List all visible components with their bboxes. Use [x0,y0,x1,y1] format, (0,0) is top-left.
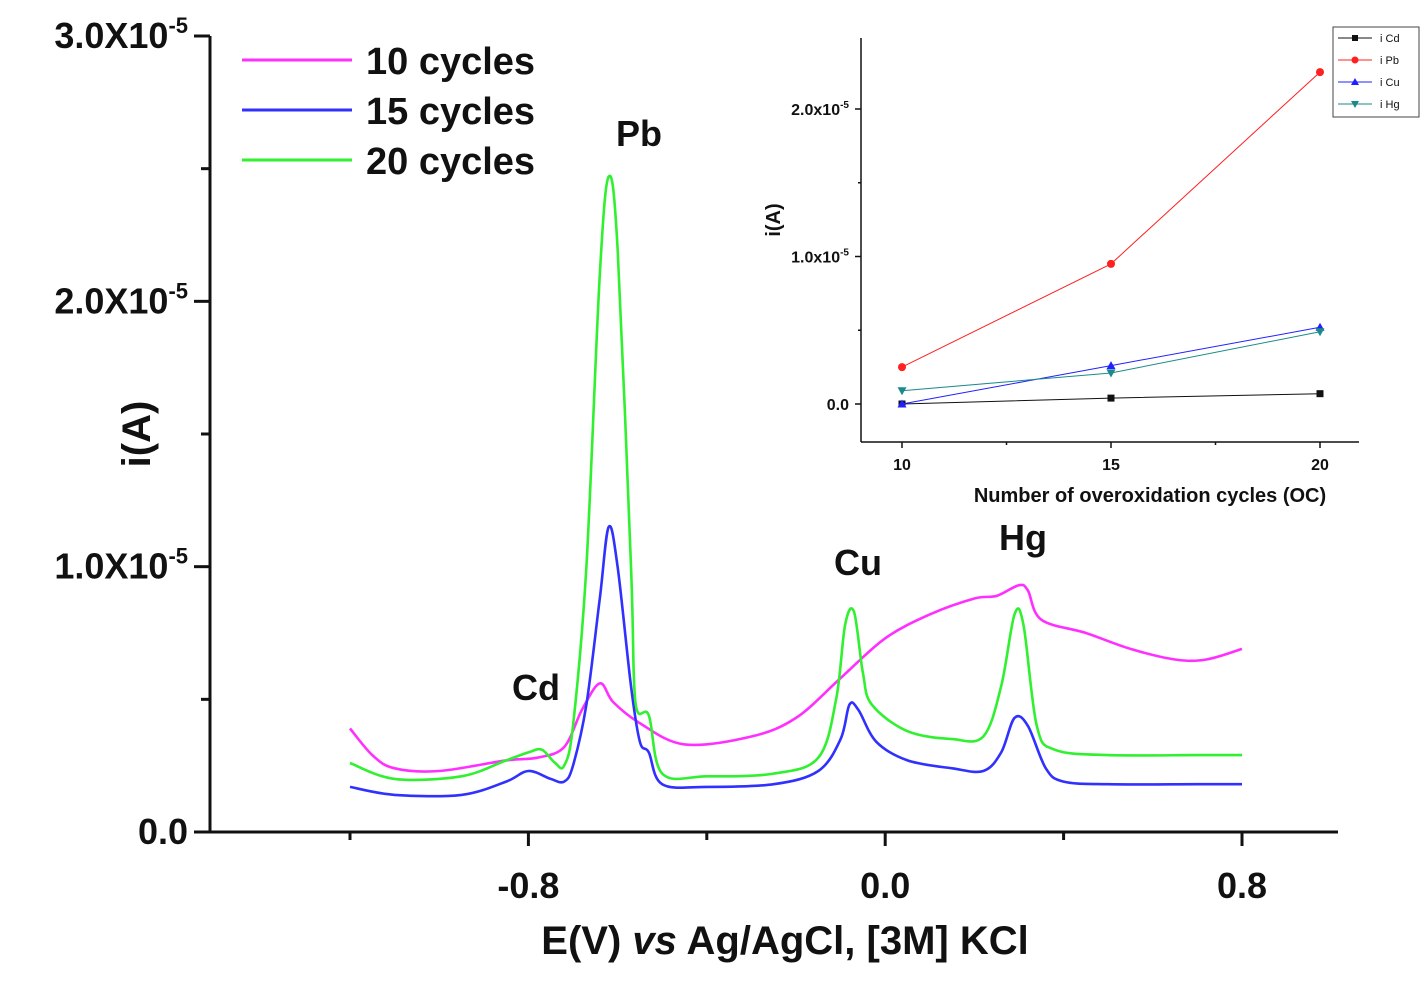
peak-label-pb: Pb [616,113,662,154]
inset-legend-marker-i-pb [1351,56,1359,64]
main-y-ticks: 0.0 1.0X10-5 2.0X10-5 3.0X10-5 [54,13,210,852]
inset-point-i-pb [1316,68,1324,77]
main-curves [348,174,1243,798]
legend-label-10-cycles: 10 cycles [366,41,535,83]
inset-point-i-pb [898,363,906,372]
main-y-tick-label: 2.0X10-5 [54,278,188,321]
main-y-tick-label: 1.0X10-5 [54,544,188,587]
inset-y-ticks: 0.0 1.0x10-5 2.0x10-5 [791,100,861,414]
inset-x-ticks: 10 15 20 [893,442,1329,474]
inset-point-i-cu [1106,361,1116,370]
inset-x-tick-label: 15 [1102,457,1120,474]
inset-point-i-cd [1107,394,1115,402]
series-line-15-cycles [349,524,1242,798]
inset-background [861,38,1359,442]
main-x-tick-label: -0.8 [497,865,559,906]
main-legend: 10 cycles 15 cycles 20 cycles [242,41,535,183]
inset-point-i-hg [1106,369,1116,378]
inset-point-i-cd [1316,390,1324,398]
inset-y-tick-label: 0.0 [827,397,849,414]
inset-plot: 0.0 1.0x10-5 2.0x10-5 10 15 20 i(A) Number o… [763,26,1420,507]
inset-x-tick-label: 20 [1311,457,1329,474]
series-line-20-cycles [349,174,1242,782]
main-y-tick-label: 0.0 [138,811,188,852]
inset-legend-label-i-cd: i Cd [1380,33,1400,45]
legend-label-15-cycles: 15 cycles [366,91,535,133]
inset-legend-label-i-cu: i Cu [1380,77,1400,89]
inset-legend-marker-i-hg [1351,101,1359,108]
main-y-axis-label: i(A) [115,401,159,468]
inset-y-tick-label: 2.0x10-5 [791,100,849,119]
inset-point-i-hg [1315,328,1325,337]
inset-point-i-pb [1107,259,1115,268]
inset-legend-marker-i-cu [1351,78,1359,85]
main-x-tick-label: 0.0 [860,865,910,906]
main-x-tick-label: 0.8 [1217,865,1267,906]
main-plot: 0.0 1.0X10-5 2.0X10-5 3.0X10-5 -0.8 0.0 0.8 i… [54,13,1338,963]
inset-series [897,68,1325,408]
main-y-tick-label: 3.0X10-5 [54,13,188,56]
main-x-ticks: -0.8 0.0 0.8 [348,832,1267,906]
main-x-axis-label: E(V) vs Ag/AgCl, [3M] KCl [541,919,1028,963]
inset-y-axis-label: i(A) [763,203,785,236]
series-line-10-cycles [348,583,1243,773]
inset-legend-label-i-pb: i Pb [1380,55,1399,67]
inset-x-axis-label: Number of overoxidation cycles (OC) [974,485,1326,507]
inset-x-tick-label: 10 [893,457,911,474]
inset-legend-marker-i-cd [1352,35,1358,41]
inset-legend: i Cd i Pb i Cu i Hg [1332,26,1420,118]
inset-legend-label-i-hg: i Hg [1380,99,1400,111]
inset-legend-box [1332,26,1420,118]
peak-label-hg: Hg [999,517,1047,558]
peak-label-cd: Cd [512,667,560,708]
inset-point-i-hg [897,387,907,396]
legend-label-20-cycles: 20 cycles [366,141,535,183]
peak-label-cu: Cu [834,542,882,583]
inset-point-i-cu [897,399,907,408]
inset-y-tick-label: 1.0x10-5 [791,248,849,267]
